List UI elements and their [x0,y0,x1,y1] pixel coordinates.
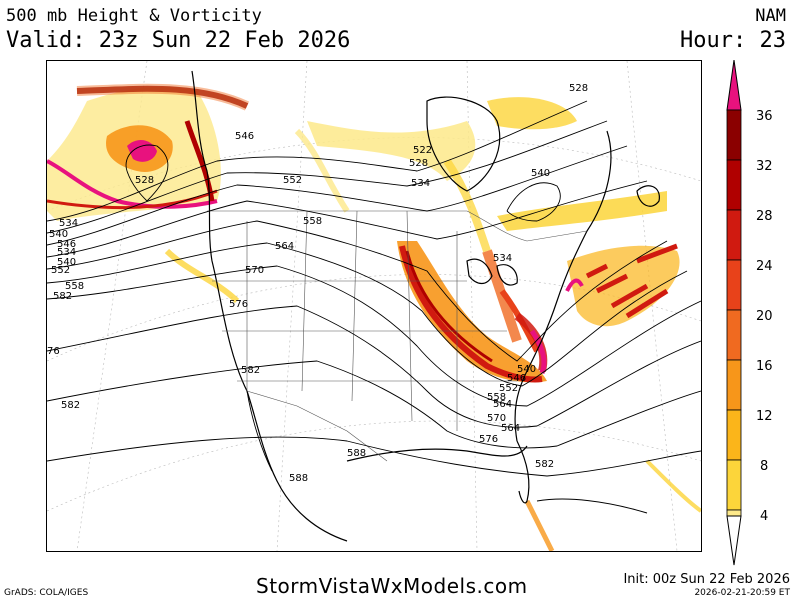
contour-label: 528 [409,158,428,169]
west-coast [191,70,348,542]
cuba [536,498,648,514]
contour-label: 546 [235,131,254,142]
colorbar-swatch [726,509,742,517]
contour-label: 588 [289,473,308,484]
contour-label: 76 [47,346,60,357]
colorbar-top-cap [726,59,742,111]
hudson-bay [426,96,501,192]
great-lakes [466,258,518,286]
contour-labels: 534 546 552 558 564 570 576 582 588 528 … [47,83,588,484]
colorbar-swatch [726,459,742,511]
colorbar-swatch [726,159,742,211]
contour-label: 552 [283,175,302,186]
model-name: NAM [755,6,786,26]
grads-credit: GrADS: COLA/IGES [4,588,89,598]
colorbar-swatch [726,359,742,411]
contour-label: 564 [275,241,294,252]
contour-label: 582 [61,400,80,411]
colorbar-label: 16 [756,359,773,374]
contour-label: 540 [517,364,536,375]
colorbar-svg: 36 32 28 24 20 16 12 8 4 [726,59,773,566]
contour-label: 534 [411,178,430,189]
contour-label: 552 [499,383,518,394]
contour-label: 564 [493,399,512,410]
colorbar-legend: 36 32 28 24 20 16 12 8 4 [720,59,790,570]
contour-label: 582 [535,459,554,470]
colorbar-label: 12 [756,409,773,424]
contour-label: 582 [53,291,72,302]
site-name: StormVistaWxModels.com [256,574,528,598]
colorbar-label: 20 [756,309,773,324]
colorbar-label: 36 [756,109,773,124]
gulf-coast [346,445,528,462]
map-canvas: 534 546 552 558 564 570 576 582 588 528 … [47,61,701,551]
contour-label: 552 [51,265,70,276]
contour-label: 546 [507,373,526,384]
contour-label: 546 [57,239,76,250]
valid-time: Valid: 23z Sun 22 Feb 2026 [6,28,351,53]
contour-label: 534 [57,247,76,258]
newfoundland [636,185,660,207]
contour-label: 528 [569,83,588,94]
map-title: 500 mb Height & Vorticity [6,6,262,26]
coastlines [191,70,660,542]
contour-label: 588 [347,448,366,459]
colorbar-swatch [726,209,742,261]
colorbar-bottom-cap [726,515,742,566]
contour-label: 558 [487,392,506,403]
contour-label: 558 [65,281,84,292]
vort-atlantic [567,245,680,327]
borders [207,210,588,462]
contour-label: 570 [487,413,506,424]
contour-label: 558 [303,216,322,227]
generated-timestamp: 2026-02-21-20:59 ET [694,588,790,598]
baja [246,390,273,472]
colorbar-swatch [726,109,742,161]
us-canada-border [207,210,588,242]
contour-label: 534 [493,253,512,264]
contour-label: 576 [229,299,248,310]
colorbar-label: 4 [760,509,768,524]
vorticity-shading [47,83,701,551]
contour-label: 540 [49,229,68,240]
height-contours [47,100,701,477]
contour-label: 522 [413,145,432,156]
contour-label: 540 [57,257,76,268]
contour-label: 534 [59,218,78,229]
colorbar-label: 32 [756,159,773,174]
contour-label: 528 [135,175,154,186]
colorbar-label: 8 [760,459,768,474]
contour-label: 570 [245,265,264,276]
contour-label: 582 [241,365,260,376]
colorbar-label: 28 [756,209,773,224]
florida [516,440,530,504]
contour-label: 540 [531,168,550,179]
map-panel: 534 546 552 558 564 570 576 582 588 528 … [46,60,702,552]
forecast-hour: Hour: 23 [680,28,786,53]
colorbar-swatch [726,259,742,311]
vort-trough [397,241,547,383]
colorbar-label: 24 [756,259,773,274]
contour-label: 576 [479,434,498,445]
colorbar-swatch [726,409,742,461]
colorbar-swatch [726,309,742,361]
init-time: Init: 00z Sun 22 Feb 2026 [623,572,790,587]
contour-label: 564 [501,423,520,434]
